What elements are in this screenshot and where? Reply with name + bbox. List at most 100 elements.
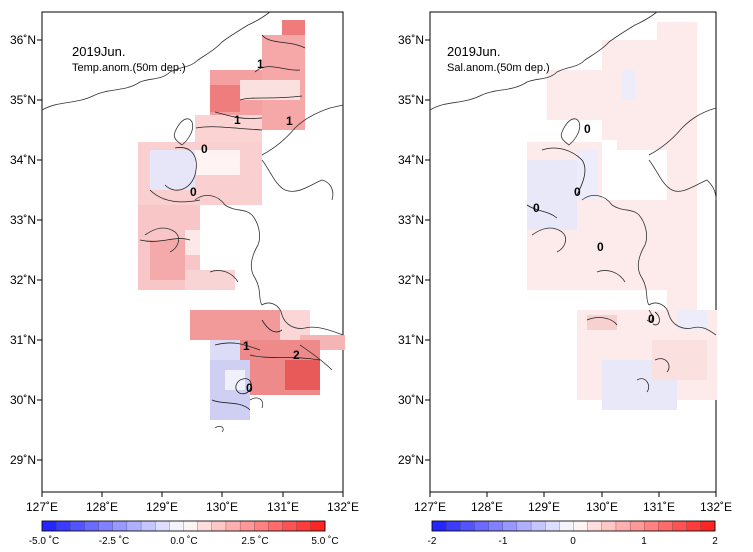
colorbar-cell [615,520,631,532]
colorbar-label: 2 [712,536,718,547]
y-tick-label: 31˚N [398,333,424,347]
colorbar-cell [686,520,702,532]
salinity-anomaly-panel: 0 0 0 0 0 2019Jun. Sal.anom.(50m dep.) 1… [377,0,753,547]
colorbar-cell [601,520,617,532]
temp-map-title: 2019Jun. [72,44,126,59]
colorbar-cell [700,520,716,532]
sal-colorbar-cells [431,520,716,532]
y-tick-label: 31˚N [10,333,36,347]
colorbar-label: -5.0 ˚C [29,535,60,547]
colorbar-cell [644,520,659,532]
colorbar-cell [126,520,142,532]
temp-map-subtitle: Temp.anom.(50m dep.) [72,62,186,74]
colorbar-cell [268,520,283,532]
colorbar-cell [225,520,241,532]
y-tick-label: 29˚N [10,453,36,467]
y-tick-label: 34˚N [10,153,36,167]
colorbar-cell [254,520,269,532]
temp-y-axis-labels: 36˚N 35˚N 34˚N 33˚N 32˚N 31˚N 30˚N 29˚N [10,33,36,467]
colorbar-cell [310,520,326,532]
temperature-map-svg: 1 1 1 0 0 1 2 0 2019Jun. Temp.anom.(50m … [10,11,359,547]
colorbar-label: -2 [428,536,437,547]
colorbar-label: 2.5 ˚C [241,535,268,547]
x-tick-label: 128˚E [86,500,118,514]
colorbar-cell [282,520,298,532]
temp-x-axis-labels: 127˚E 128˚E 129˚E 130˚E 131˚E 132˚E [26,500,359,514]
x-tick-label: 131˚E [267,500,299,514]
colorbar-cell [183,520,199,532]
colorbar-cell [211,520,227,532]
y-tick-label: 32˚N [10,273,36,287]
colorbar-cell [559,520,574,532]
colorbar-cell [41,520,57,532]
sal-contour-labels: 0 0 0 0 0 [533,122,655,326]
temp-contour-label: 0 [201,142,208,156]
temperature-anomaly-panel: 1 1 1 0 0 1 2 0 2019Jun. Temp.anom.(50m … [0,0,376,547]
temp-contour-lines [139,34,321,411]
colorbar-cell [70,520,85,532]
sal-x-axis-labels: 127˚E 128˚E 129˚E 130˚E 131˚E 132˚E [414,500,732,514]
x-tick-label: 130˚E [206,500,238,514]
temp-contour-label: 1 [257,57,264,71]
x-tick-label: 127˚E [414,500,446,514]
x-tick-label: 132˚E [327,500,359,514]
temp-colorbar [41,520,326,532]
sal-contour-label: 0 [597,240,604,254]
y-tick-label: 33˚N [10,213,36,227]
y-tick-label: 34˚N [398,153,424,167]
colorbar-cell [629,520,645,532]
colorbar-cell [239,520,255,532]
colorbar-cell [672,520,688,532]
y-tick-label: 33˚N [398,213,424,227]
y-tick-label: 29˚N [398,453,424,467]
sal-tick-marks [425,39,717,497]
temp-contour-label: 2 [293,348,300,362]
temp-colorbar-cells [41,520,326,532]
x-tick-label: 132˚E [700,500,732,514]
temp-contour-label: 1 [286,114,293,128]
temp-contour-label: 0 [190,185,197,199]
y-tick-label: 30˚N [398,393,424,407]
temp-contour-label: 1 [243,339,250,353]
sal-colorbar [431,520,716,532]
colorbar-cell [545,520,560,532]
colorbar-cell [530,520,546,532]
sal-anomaly-field [527,22,717,410]
sal-colorbar-labels: -2 -1 0 1 2 [428,536,719,547]
colorbar-cell [587,520,603,532]
colorbar-cell [169,520,184,532]
y-tick-label: 30˚N [10,393,36,407]
colorbar-cell [296,520,312,532]
colorbar-cell [155,520,170,532]
y-tick-label: 35˚N [10,93,36,107]
colorbar-cell [56,520,71,532]
sal-contour-lines [526,147,670,373]
temp-anomaly-field [138,20,345,420]
x-tick-label: 129˚E [146,500,178,514]
colorbar-cell [112,520,128,532]
colorbar-cell [502,520,518,532]
colorbar-cell [658,520,673,532]
colorbar-cell [140,520,156,532]
colorbar-cell [84,520,100,532]
colorbar-label: 1 [641,536,647,547]
y-tick-label: 35˚N [398,93,424,107]
sal-coastline [429,11,717,393]
colorbar-cell [460,520,475,532]
colorbar-label: 5.0 ˚C [311,535,338,547]
colorbar-cell [488,520,504,532]
sal-contour-label: 0 [584,122,591,136]
sal-contour-label: 0 [574,185,581,199]
colorbar-cell [431,520,447,532]
colorbar-cell [573,520,589,532]
x-tick-label: 127˚E [26,500,58,514]
colorbar-cell [98,520,114,532]
sal-map-subtitle: Sal.anom.(50m dep.) [447,62,550,74]
x-tick-label: 130˚E [586,500,618,514]
y-tick-label: 36˚N [398,33,424,47]
sal-map-title: 2019Jun. [447,44,501,59]
temp-contour-label: 0 [246,381,253,395]
colorbar-label: 0.0 ˚C [170,535,197,547]
temp-coastline [41,11,344,433]
colorbar-label: 0 [570,536,576,547]
